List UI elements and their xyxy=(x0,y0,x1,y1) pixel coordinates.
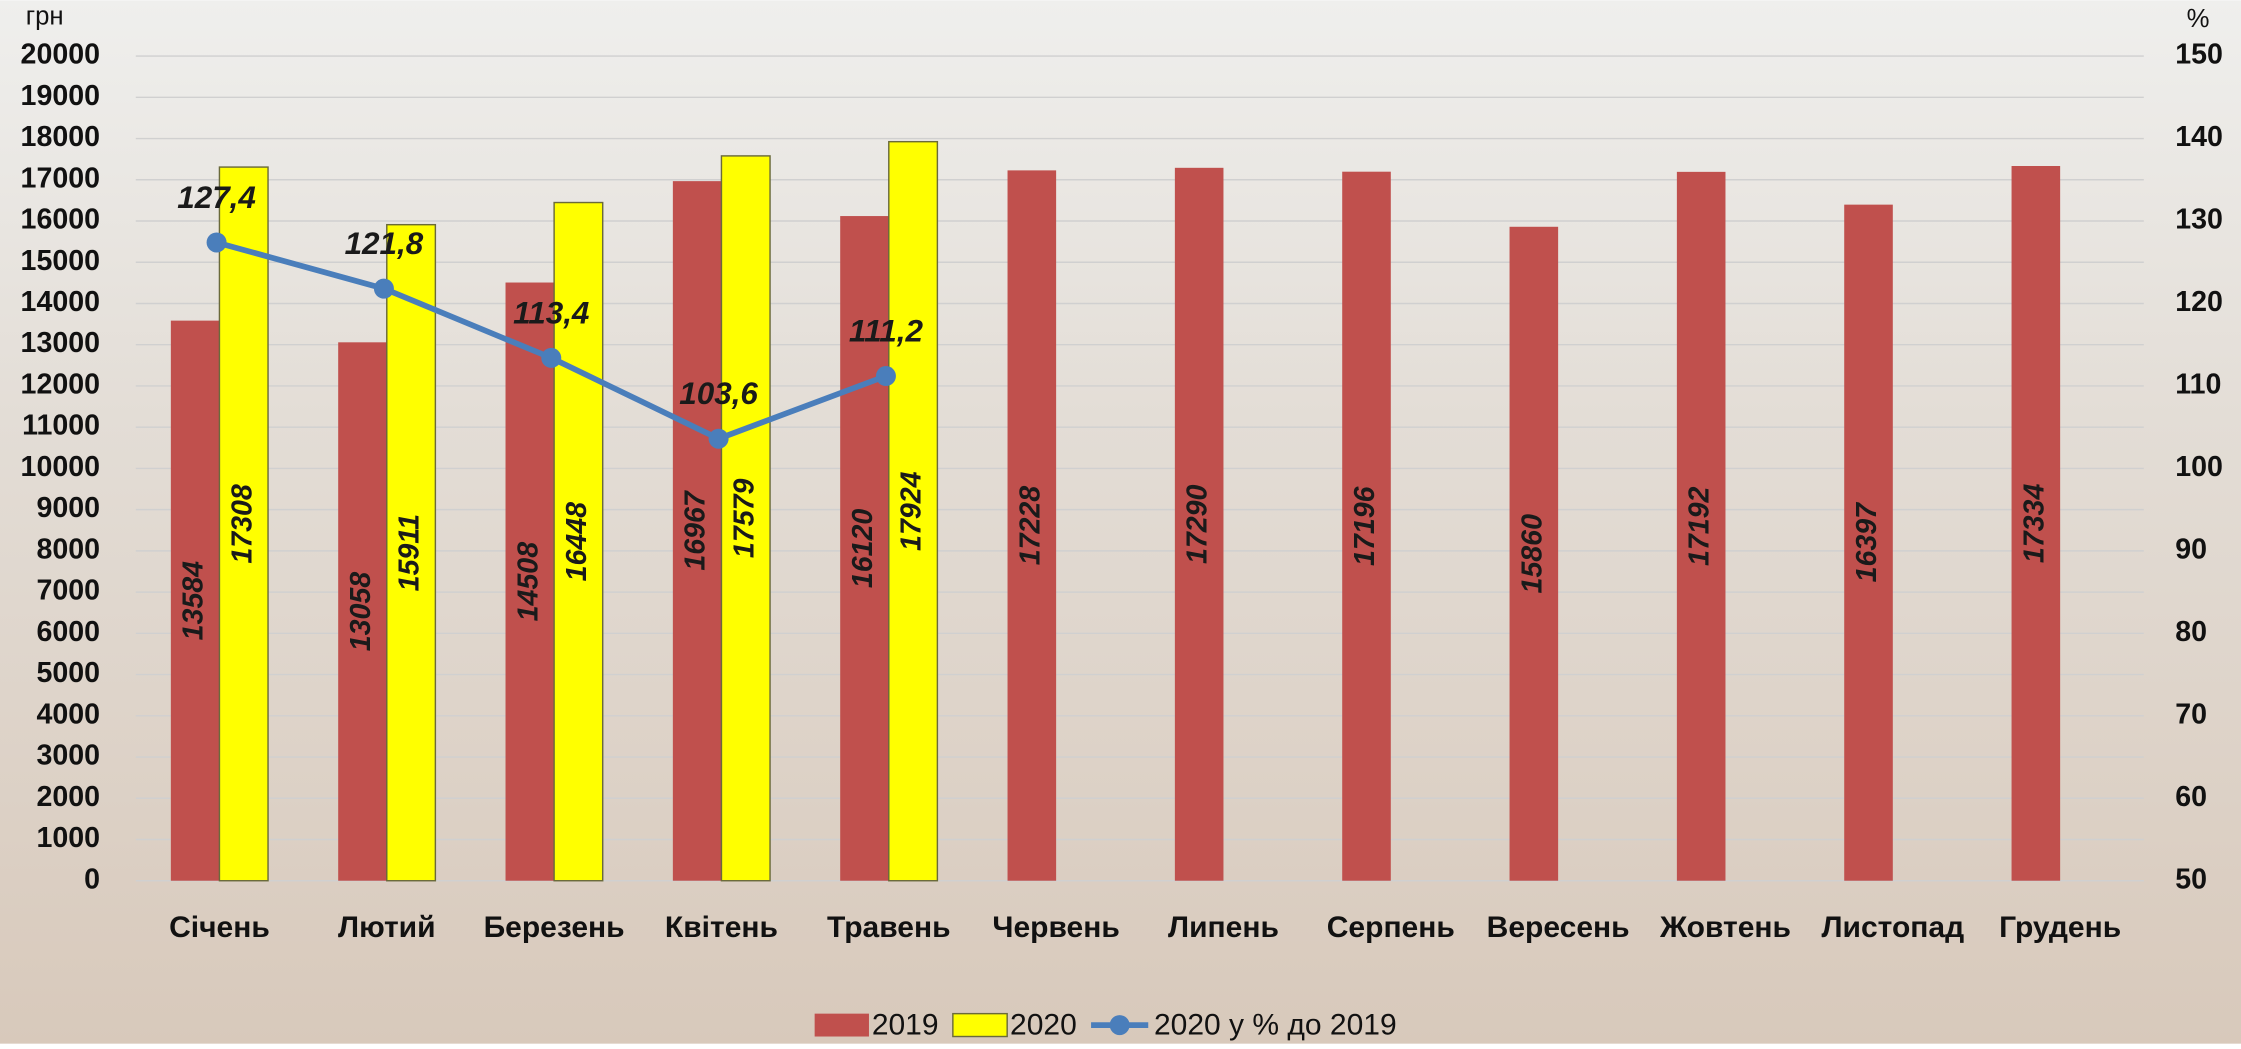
legend-swatch xyxy=(814,1013,869,1037)
line-value-label: 111,2 xyxy=(849,313,924,348)
x-tick-label: Квітень xyxy=(665,911,778,944)
y-tick-label: 10000 xyxy=(21,451,100,483)
line-marker xyxy=(373,278,394,299)
bar xyxy=(1509,226,1559,881)
bar-value-label: 16397 xyxy=(1851,501,1883,583)
bar xyxy=(505,282,555,881)
y2-tick-label: 110 xyxy=(2175,368,2221,400)
x-tick-label: Січень xyxy=(169,911,270,944)
y-tick-label: 19000 xyxy=(21,80,100,112)
y2-axis-label: % xyxy=(2187,5,2210,33)
y-axis-label: грн xyxy=(26,2,64,30)
bar-value-label: 13584 xyxy=(178,561,210,641)
line-marker xyxy=(875,366,896,387)
bar xyxy=(1174,167,1224,881)
y-tick-label: 20000 xyxy=(21,39,100,71)
legend-label: 2019 xyxy=(872,1008,939,1041)
bar xyxy=(720,155,771,882)
bar xyxy=(1844,204,1893,881)
bar xyxy=(840,216,889,881)
bar-value-label: 14508 xyxy=(512,542,544,622)
bar xyxy=(1676,171,1726,881)
bar xyxy=(218,166,269,882)
bar-value-label: 16120 xyxy=(847,509,879,589)
bar-value-label: 15911 xyxy=(394,514,426,591)
bar-value-label: 16967 xyxy=(680,489,712,571)
bar-value-label: 17290 xyxy=(1182,484,1214,564)
y-tick-label: 7000 xyxy=(36,575,100,607)
x-tick-label: Серпень xyxy=(1327,911,1455,944)
y-tick-label: 16000 xyxy=(21,204,100,236)
y2-tick-label: 60 xyxy=(2175,781,2207,813)
y-tick-label: 5000 xyxy=(36,657,100,689)
bar-value-label: 16448 xyxy=(561,502,593,582)
legend-label: 2020 xyxy=(1010,1008,1077,1041)
bar xyxy=(170,320,220,881)
bar-value-label: 17228 xyxy=(1014,486,1046,566)
line-value-label: 121,8 xyxy=(345,226,424,261)
x-tick-label: Вересень xyxy=(1487,911,1630,944)
y2-tick-label: 120 xyxy=(2175,286,2223,318)
legend-marker xyxy=(1109,1015,1130,1036)
y2-tick-label: 80 xyxy=(2175,616,2207,648)
line-marker xyxy=(708,428,729,449)
y-tick-label: 0 xyxy=(84,863,100,895)
y-tick-label: 18000 xyxy=(21,121,100,153)
line-marker xyxy=(541,347,562,368)
x-tick-label: Лютий xyxy=(338,911,436,944)
y-tick-label: 13000 xyxy=(21,327,100,359)
x-tick-label: Листопад xyxy=(1821,911,1964,944)
bar-value-label: 17192 xyxy=(1684,486,1716,566)
legend-label: 2020 у % до 2019 xyxy=(1154,1008,1397,1041)
y-tick-label: 1000 xyxy=(36,822,100,854)
line-value-label: 103,6 xyxy=(679,376,758,411)
y-tick-label: 4000 xyxy=(36,698,100,730)
x-tick-label: Червень xyxy=(992,911,1119,944)
bar xyxy=(338,342,387,881)
line-marker xyxy=(206,232,227,253)
bar-value-label: 17924 xyxy=(896,471,928,551)
line-value-label: 113,4 xyxy=(513,295,589,330)
y-tick-label: 17000 xyxy=(21,162,100,194)
y2-tick-label: 50 xyxy=(2175,863,2207,895)
legend-swatch xyxy=(952,1012,1008,1038)
bar xyxy=(2011,166,2061,881)
bar-value-label: 13058 xyxy=(345,572,377,652)
y-tick-label: 12000 xyxy=(21,368,100,400)
bar xyxy=(672,181,722,881)
bar-value-label: 17308 xyxy=(226,484,258,564)
y-tick-label: 2000 xyxy=(36,781,100,813)
y2-tick-label: 90 xyxy=(2175,533,2207,565)
y-tick-label: 14000 xyxy=(21,286,100,318)
bar-value-label: 17579 xyxy=(728,478,760,558)
y-tick-label: 8000 xyxy=(36,533,100,565)
bar xyxy=(1342,171,1391,881)
x-tick-label: Травень xyxy=(827,911,951,944)
y-tick-label: 3000 xyxy=(36,740,100,772)
y-tick-label: 15000 xyxy=(21,245,100,277)
bar-value-label: 17196 xyxy=(1349,485,1381,566)
bar-value-label: 15860 xyxy=(1516,514,1548,594)
x-tick-label: Липень xyxy=(1168,911,1279,944)
bar xyxy=(888,140,939,882)
x-tick-label: Жовтень xyxy=(1659,911,1791,944)
y2-tick-label: 150 xyxy=(2175,39,2223,71)
x-tick-label: Березень xyxy=(484,911,625,944)
y-tick-label: 9000 xyxy=(36,492,100,524)
y-tick-label: 6000 xyxy=(36,616,100,648)
y-tick-label: 11000 xyxy=(22,410,100,442)
bar-value-label: 17334 xyxy=(2018,484,2050,564)
bar xyxy=(386,223,437,882)
x-tick-label: Грудень xyxy=(1999,911,2121,944)
line-value-label: 127,4 xyxy=(177,180,256,215)
y2-tick-label: 140 xyxy=(2175,121,2223,153)
y2-tick-label: 70 xyxy=(2175,698,2207,730)
bar xyxy=(1007,170,1057,881)
bar xyxy=(553,201,604,882)
y2-tick-label: 100 xyxy=(2175,451,2223,483)
y2-tick-label: 130 xyxy=(2175,204,2223,236)
